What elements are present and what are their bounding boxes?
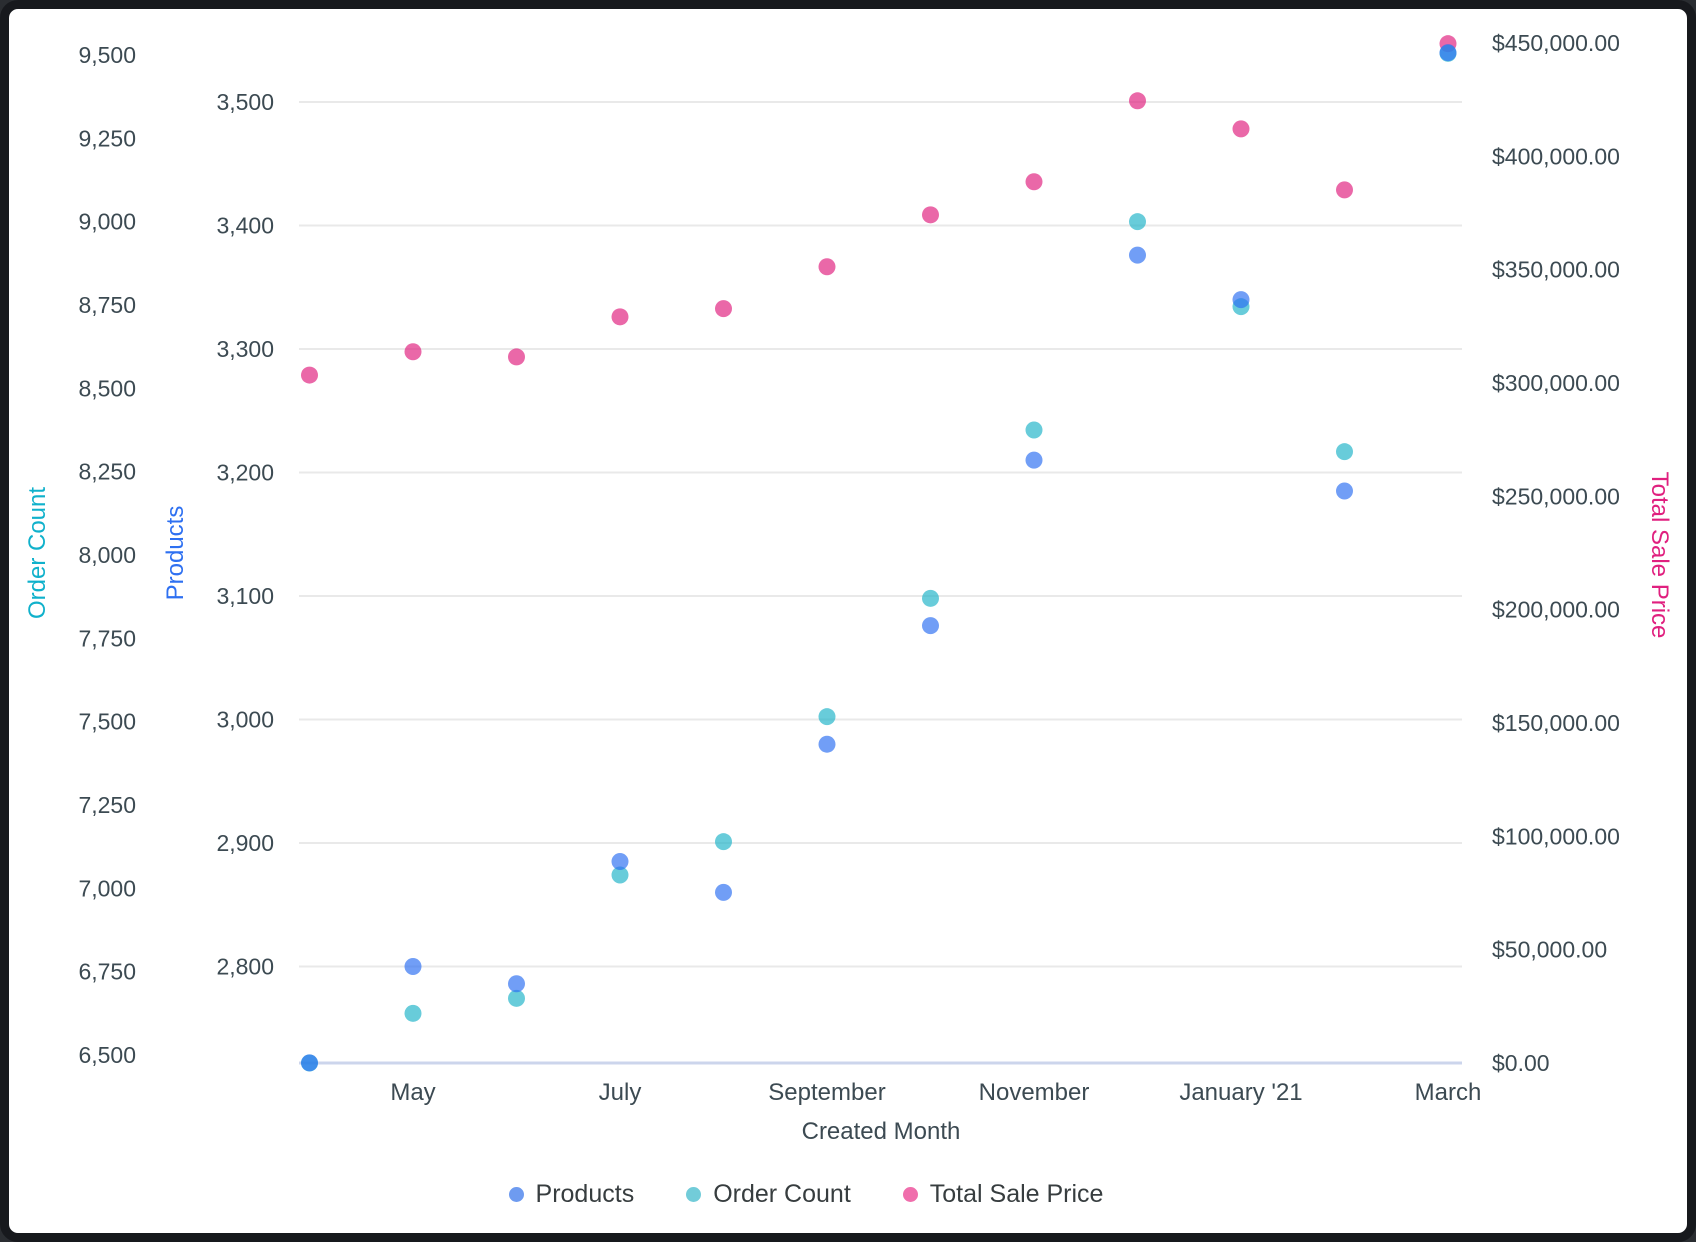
y-tick-order-count: 8,250 xyxy=(78,459,136,485)
y-tick-products: 3,200 xyxy=(216,460,274,486)
legend-item-order-count[interactable]: Order Count xyxy=(686,1180,851,1209)
legend-marker-total-sale-price xyxy=(902,1187,918,1202)
y-tick-total-sale-price: $350,000.00 xyxy=(1492,257,1620,283)
y-axis-title-order-count: Order Count xyxy=(24,487,51,619)
point-total-sale-price-0[interactable] xyxy=(301,366,318,384)
y-tick-products: 3,500 xyxy=(216,89,274,115)
point-order-count-5[interactable] xyxy=(818,708,836,726)
data-points-layer xyxy=(301,35,1457,1072)
point-products-9[interactable] xyxy=(1232,291,1250,309)
legend: Products Order Count Total Sale Price xyxy=(9,1180,1612,1209)
point-total-sale-price-7[interactable] xyxy=(1025,173,1043,191)
gridlines-layer xyxy=(299,101,1462,1065)
point-products-5[interactable] xyxy=(818,735,836,753)
y-tick-total-sale-price: $50,000.00 xyxy=(1492,937,1607,963)
legend-label-products: Products xyxy=(535,1180,635,1208)
point-total-sale-price-10[interactable] xyxy=(1336,181,1353,199)
point-total-sale-price-4[interactable] xyxy=(715,300,732,318)
point-total-sale-price-2[interactable] xyxy=(508,348,525,366)
y-tick-order-count: 9,250 xyxy=(78,125,136,151)
point-order-count-1[interactable] xyxy=(404,1004,422,1022)
point-total-sale-price-3[interactable] xyxy=(611,308,629,326)
point-total-sale-price-8[interactable] xyxy=(1129,92,1146,110)
y-tick-products: 3,000 xyxy=(216,707,274,733)
point-order-count-4[interactable] xyxy=(715,833,732,851)
x-tick-label: September xyxy=(768,1079,885,1106)
y-tick-products: 2,800 xyxy=(216,954,274,980)
point-order-count-6[interactable] xyxy=(922,589,939,607)
point-products-11[interactable] xyxy=(1439,44,1457,62)
y-axis-title-total-sale-price: Total Sale Price xyxy=(1646,472,1673,639)
legend-marker-products xyxy=(508,1187,524,1202)
point-products-3[interactable] xyxy=(611,853,629,871)
y-tick-total-sale-price: $100,000.00 xyxy=(1492,823,1620,849)
legend-item-total-sale-price[interactable]: Total Sale Price xyxy=(902,1180,1104,1209)
point-order-count-2[interactable] xyxy=(508,989,525,1007)
axis-ticks-layer: 9,500 9,250 9,000 8,750 8,500 8,250 8,000 7,750… xyxy=(78,30,1619,1106)
point-order-count-8[interactable] xyxy=(1129,213,1146,231)
y-tick-total-sale-price: $400,000.00 xyxy=(1492,143,1620,169)
y-tick-total-sale-price: $300,000.00 xyxy=(1492,370,1620,396)
point-products-7[interactable] xyxy=(1025,451,1043,469)
y-tick-products: 3,400 xyxy=(216,213,274,239)
x-tick-label: November xyxy=(979,1079,1090,1106)
y-tick-total-sale-price: $150,000.00 xyxy=(1492,710,1620,736)
legend-label-order-count: Order Count xyxy=(713,1180,851,1208)
y-tick-order-count: 8,500 xyxy=(78,375,136,401)
point-order-count-3[interactable] xyxy=(611,866,629,884)
y-tick-products: 3,100 xyxy=(216,583,274,609)
point-products-2[interactable] xyxy=(508,975,525,993)
point-order-count-7[interactable] xyxy=(1025,421,1043,439)
point-total-sale-price-9[interactable] xyxy=(1232,120,1250,138)
legend-item-products[interactable]: Products xyxy=(508,1180,635,1209)
point-products-8[interactable] xyxy=(1129,246,1146,264)
y-axis-title-products: Products xyxy=(162,506,189,601)
y-tick-order-count: 8,750 xyxy=(78,292,136,318)
y-tick-order-count: 7,000 xyxy=(78,875,136,901)
y-tick-order-count: 6,500 xyxy=(78,1042,136,1068)
y-tick-total-sale-price: $0.00 xyxy=(1492,1050,1550,1076)
y-tick-total-sale-price: $250,000.00 xyxy=(1492,483,1620,509)
x-tick-label: May xyxy=(390,1079,435,1106)
point-total-sale-price-6[interactable] xyxy=(922,206,939,224)
y-tick-order-count: 6,750 xyxy=(78,959,136,985)
x-tick-label: July xyxy=(599,1079,642,1106)
legend-marker-order-count xyxy=(686,1187,702,1202)
point-order-count-10[interactable] xyxy=(1336,443,1353,461)
y-tick-order-count: 8,000 xyxy=(78,542,136,568)
point-products-0[interactable] xyxy=(301,1054,318,1072)
y-tick-order-count: 9,500 xyxy=(78,42,136,68)
point-total-sale-price-5[interactable] xyxy=(818,258,836,276)
legend-label-total-sale-price: Total Sale Price xyxy=(929,1180,1104,1208)
point-total-sale-price-1[interactable] xyxy=(404,343,422,361)
point-products-1[interactable] xyxy=(404,958,422,975)
y-tick-order-count: 7,750 xyxy=(78,625,136,651)
x-tick-label: March xyxy=(1415,1079,1482,1106)
y-tick-order-count: 7,500 xyxy=(78,709,136,735)
y-tick-order-count: 7,250 xyxy=(78,792,136,818)
y-tick-products: 2,900 xyxy=(216,830,274,856)
point-products-10[interactable] xyxy=(1336,482,1353,500)
y-tick-total-sale-price: $200,000.00 xyxy=(1492,597,1620,623)
y-tick-total-sale-price: $450,000.00 xyxy=(1492,30,1620,56)
y-tick-order-count: 9,000 xyxy=(78,209,136,235)
point-products-4[interactable] xyxy=(715,883,732,901)
x-tick-label: January '21 xyxy=(1179,1079,1302,1106)
y-tick-products: 3,300 xyxy=(216,336,274,362)
x-axis-title: Created Month xyxy=(802,1118,961,1145)
point-products-6[interactable] xyxy=(922,617,939,635)
